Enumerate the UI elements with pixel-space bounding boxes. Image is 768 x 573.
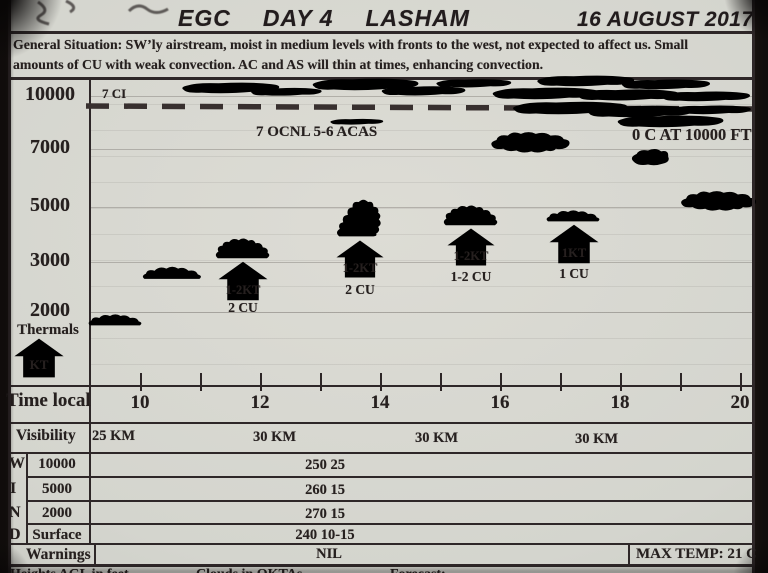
sheet-right-border [752,0,755,573]
general-situation: General Situation: SW’ly airstream, mois… [13,35,755,75]
wind-letter-d: D [9,526,21,543]
wind-value-surface: 240 10-15 [295,527,355,543]
divider [8,543,755,545]
hour-label-20: 20 [730,392,750,413]
page-title: EGC DAY 4 LASHAM [178,5,470,32]
wind-level-surface: Surface [32,527,82,543]
early-cumulus-icon [142,266,201,279]
hour-label-10: 10 [130,392,150,413]
gridline-5000 [91,207,753,208]
time-tick [500,373,502,391]
time-axis-label: Time local [6,390,91,411]
marker-scribble [127,4,169,14]
visibility-label: Visibility [16,427,76,444]
thermals-legend-unit: KT [29,357,49,372]
small-cloud-icon [631,148,669,166]
time-tick [440,373,442,391]
cumulus-cloud-icon [336,199,381,237]
title-day: DAY 4 [262,5,334,31]
title-egc: EGC [178,5,231,31]
footer-forecast-note: Forecast: [390,567,446,573]
time-tick [200,373,202,391]
cu-amount-14: 2 CU [345,282,375,297]
wind-level-5000: 5000 [42,481,72,497]
footer-clouds-note: Clouds in OKTAs [196,567,302,573]
thermal-strength-14: 1-2KT [342,261,378,275]
time-tick [140,373,142,391]
max-temp-divider [628,543,630,565]
wind-letter-i: I [10,480,17,497]
hour-label-18: 18 [610,392,630,413]
acas-label: 7 OCNL 5-6 ACAS [256,124,378,140]
gridline-2000 [91,312,753,313]
wind-level-10000: 10000 [38,456,76,472]
wind-letter-w: W [9,455,25,472]
general-situation-line1: General Situation: SW’ly airstream, mois… [13,37,689,52]
time-tick [380,373,382,391]
wind-value-2000: 270 15 [305,506,345,522]
wind-value-10000: 250 25 [305,457,345,473]
time-tick [560,373,562,391]
cirrus-amount-label: 7 CI [102,86,127,101]
visibility-value-10: 25 KM [92,428,136,444]
visibility-value-14: 30 KM [415,430,459,446]
warnings-label: Warnings [26,546,91,563]
altitude-label-3000: 3000 [30,249,70,271]
cu-amount-12: 2 CU [228,300,258,315]
briefing-date: 16 AUGUST 2017 [577,8,754,31]
divider [8,422,755,424]
cumulus-cloud-icon [443,205,498,226]
divider [26,500,755,502]
time-tick [680,373,682,391]
footer-heights-note: Heights AGL in feet [10,567,129,573]
cumulus-cloud-icon [215,238,270,259]
cu-amount-18: 1 CU [559,266,589,281]
altitude-label-2000: 2000 [30,299,70,321]
warnings-value: NIL [316,546,342,562]
divider [8,31,755,34]
visibility-value-12: 30 KM [253,429,297,445]
time-tick [620,373,622,391]
time-tick [260,373,262,391]
early-cumulus-icon [88,314,142,326]
divider [26,523,755,525]
thermal-strength-18: 1KT [561,246,587,260]
wind-level-2000: 2000 [42,505,72,521]
freezing-level-label: 0 C AT 10000 FT [632,125,752,144]
altitude-label-7000: 7000 [30,136,70,158]
hour-label-12: 12 [250,392,270,413]
thermal-strength-16: 1-2KT [453,249,489,263]
title-site: LASHAM [365,5,470,31]
wind-letter-n: N [9,504,21,521]
thermal-strength-12: 1-2KT [225,283,261,297]
marker-scribble [36,0,76,26]
cu-amount-16: 1-2 CU [450,269,492,284]
hour-label-16: 16 [490,392,510,413]
altitude-label-5000: 5000 [30,194,70,216]
altocumulus-cloud-icon [491,132,570,153]
divider [8,452,755,454]
hour-label-14: 14 [370,392,390,413]
altitude-label-10000: 10000 [25,83,75,105]
time-tick [320,373,322,391]
visibility-value-16: 30 KM [575,431,619,447]
time-tick [740,373,742,391]
divider [26,476,755,478]
sheet-left-border [8,0,11,573]
wind-value-5000: 260 15 [305,482,345,498]
max-temp-value: MAX TEMP: 21 C [636,546,757,562]
